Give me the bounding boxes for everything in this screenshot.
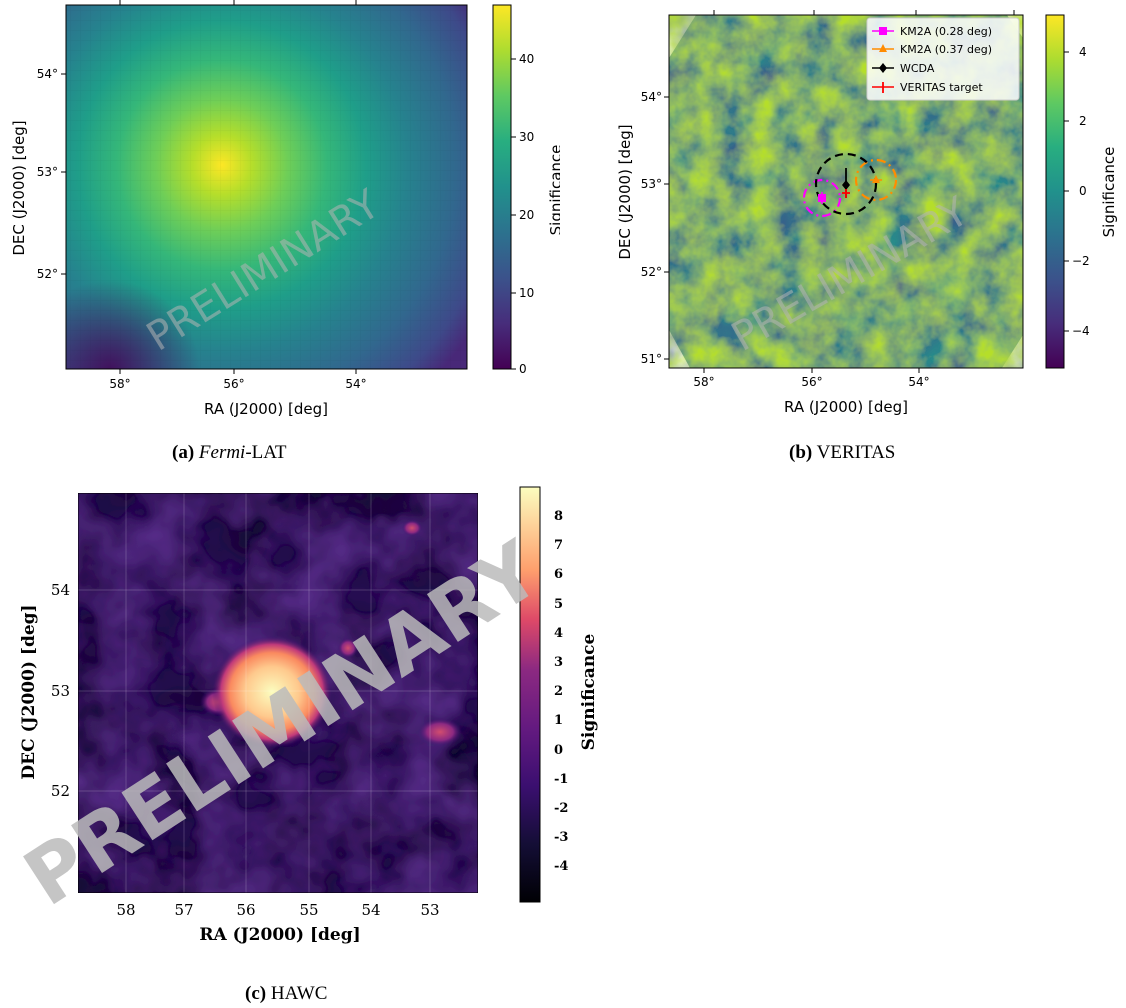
caption-text: HAWC	[270, 983, 328, 1004]
x-axis: 58° 56° 54°	[693, 10, 1015, 389]
x-tick-label: 56°	[223, 377, 244, 391]
y-tick-label: 54°	[37, 67, 58, 81]
legend-label: WCDA	[900, 62, 935, 75]
colorbar-tick: 8	[554, 509, 563, 524]
caption-tag: (b)	[789, 442, 813, 463]
x-tick-label: 54	[361, 901, 380, 919]
caption-tag: (a)	[172, 442, 195, 463]
y-tick-label: 54°	[641, 90, 662, 104]
colorbar-tick: 0	[519, 362, 527, 376]
fermi-heatmap	[65, 4, 468, 370]
x-axis-label: RA (J2000) [deg]	[784, 398, 908, 416]
x-axis-label: RA (J2000) [deg]	[199, 925, 360, 945]
colorbar-tick: 2	[1079, 114, 1087, 128]
y-axis-label: DEC (J2000) [deg]	[10, 120, 28, 255]
colorbar-tick: −4	[1072, 324, 1090, 338]
legend: KM2A (0.28 deg) KM2A (0.37 deg) WCDA VER…	[866, 17, 1020, 101]
y-axis-label: DEC (J2000) [deg]	[616, 124, 634, 259]
legend-label: KM2A (0.37 deg)	[900, 43, 992, 56]
y-tick-label: 52	[51, 782, 70, 800]
fermi-lat-panel: PRELIMINARY 58° 56° 54° RA (J2000) [deg]…	[10, 0, 560, 418]
wcda-circle	[814, 152, 878, 216]
y-tick-label: 53°	[37, 165, 58, 179]
colorbar-tick: 7	[554, 538, 563, 553]
legend-entry-wcda: WCDA	[872, 62, 935, 75]
y-tick-label: 53°	[641, 177, 662, 191]
y-axis-label: DEC (J2000) [deg]	[19, 604, 39, 779]
colorbar-tick: 0	[554, 743, 563, 758]
colorbar: 0 10 20 30 40	[492, 4, 534, 376]
legend-label: KM2A (0.28 deg)	[900, 25, 992, 38]
colorbar-tick: 3	[554, 655, 563, 670]
colorbar-tick: 6	[554, 567, 563, 582]
hawc-panel: 58 57 56 55 54 53 RA (J2000) [deg] 54 53…	[9, 486, 599, 945]
colorbar-tick: -4	[554, 859, 568, 874]
y-tick-label: 53	[51, 682, 70, 700]
x-tick-label: 53	[420, 901, 439, 919]
colorbar-tick: 0	[1079, 184, 1087, 198]
caption-italic: Fermi	[198, 442, 246, 463]
legend-entry-km2a-028: KM2A (0.28 deg)	[872, 25, 992, 38]
x-axis: 58° 56° 54°	[109, 0, 367, 391]
colorbar-tick: -2	[554, 801, 568, 816]
colorbar-tick: -1	[554, 772, 568, 787]
y-tick-label: 54	[51, 581, 70, 599]
km2a-028-marker	[818, 194, 826, 202]
caption-a: (a) Fermi-LAT	[172, 442, 287, 464]
colorbar: 8 7 6 5 4 3 2 1 0 -1 -2 -3 -4	[519, 486, 568, 903]
x-tick-label: 55	[299, 901, 318, 919]
colorbar-tick: 40	[519, 52, 534, 66]
x-axis: 58 57 56 55 54 53	[116, 901, 439, 919]
caption-text: VERITAS	[816, 442, 896, 463]
x-tick-label: 56	[236, 901, 255, 919]
colorbar-tick: 1	[554, 713, 563, 728]
veritas-panel: PRELIMINARY KM2A (0.28 deg) KM2A (0.37 d…	[616, 10, 1118, 416]
colorbar-tick: 4	[554, 626, 563, 641]
km2a-037-marker	[872, 175, 880, 183]
caption-c: (c) HAWC	[245, 983, 327, 1005]
km2a-037-circle	[854, 158, 898, 202]
y-axis: 54° 53° 52° 51°	[641, 90, 669, 366]
km2a-028-circle	[802, 178, 842, 218]
legend-entry-km2a-037: KM2A (0.37 deg)	[872, 43, 992, 56]
colorbar-tick: 10	[519, 286, 534, 300]
colorbar: 4 2 0 −2 −4	[1045, 14, 1090, 369]
colorbar-tick: 5	[554, 597, 563, 612]
colorbar-tick: 30	[519, 130, 534, 144]
colorbar-tick: 4	[1079, 45, 1087, 59]
colorbar-tick: 20	[519, 208, 534, 222]
colorbar-tick: −2	[1072, 254, 1090, 268]
legend-label: VERITAS target	[900, 81, 983, 94]
colorbar-label: Significance	[547, 145, 560, 236]
colorbar-label: Significance	[579, 633, 599, 750]
y-tick-label: 51°	[641, 352, 662, 366]
colorbar-tick: -3	[554, 830, 568, 845]
caption-text: -LAT	[245, 442, 287, 463]
legend-entry-veritas-target: VERITAS target	[872, 81, 983, 94]
x-tick-label: 58°	[693, 375, 714, 389]
y-axis: 54 53 52	[51, 581, 70, 800]
wcda-marker	[842, 180, 850, 190]
colorbar-label: Significance	[1100, 147, 1118, 238]
x-tick-label: 54°	[345, 377, 366, 391]
x-tick-label: 57	[174, 901, 193, 919]
x-tick-label: 58°	[109, 377, 130, 391]
caption-tag: (c)	[245, 983, 267, 1004]
y-axis: 54° 53° 52°	[37, 67, 66, 281]
y-tick-label: 52°	[37, 267, 58, 281]
y-tick-label: 52°	[641, 265, 662, 279]
x-tick-label: 56°	[801, 375, 822, 389]
x-tick-label: 54°	[908, 375, 929, 389]
hawc-heatmap	[78, 493, 478, 893]
source-markers	[802, 152, 898, 218]
x-axis-label: RA (J2000) [deg]	[204, 400, 328, 418]
x-tick-label: 58	[116, 901, 135, 919]
colorbar-tick: 2	[554, 684, 563, 699]
caption-b: (b) VERITAS	[789, 442, 895, 464]
